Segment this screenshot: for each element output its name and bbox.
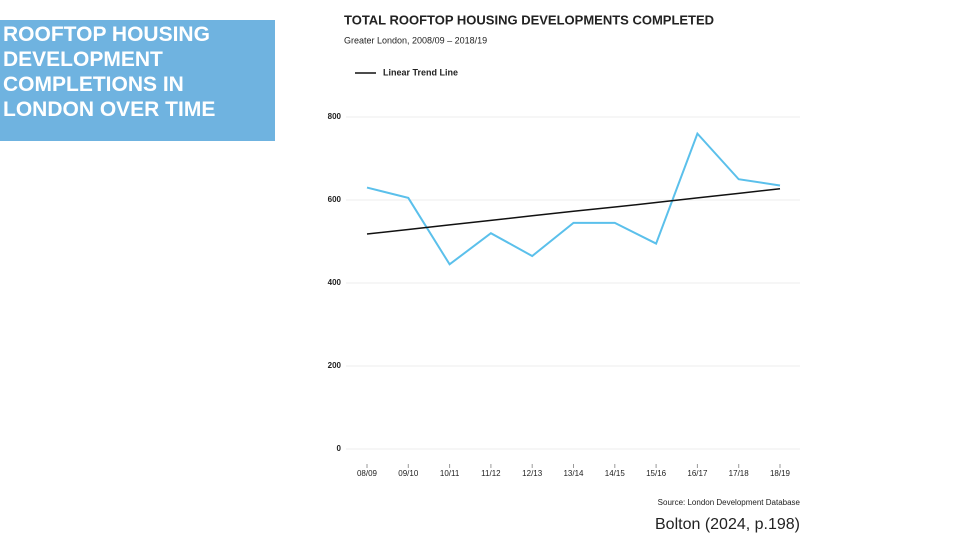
y-tick-label: 200 <box>328 361 342 370</box>
x-tick-label: 11/12 <box>481 469 501 478</box>
heading-line: LONDON OVER TIME <box>3 98 216 121</box>
x-tick-label: 17/18 <box>729 469 750 478</box>
y-tick-label: 400 <box>328 278 342 287</box>
heading-line: COMPLETIONS IN <box>3 73 184 96</box>
x-tick-label: 12/13 <box>522 469 543 478</box>
x-tick-label: 09/10 <box>398 469 419 478</box>
line-series <box>366 131 781 266</box>
legend-label: Linear Trend Line <box>383 67 458 77</box>
heading-line: ROOFTOP HOUSING <box>3 23 210 46</box>
citation: Bolton (2024, p.198) <box>655 516 800 533</box>
x-tick-label: 08/09 <box>357 469 378 478</box>
heading-line: DEVELOPMENT <box>3 48 163 71</box>
y-tick-label: 0 <box>337 444 342 453</box>
slide-heading: ROOFTOP HOUSING DEVELOPMENT COMPLETIONS … <box>0 20 275 141</box>
x-tick-label: 18/19 <box>770 469 791 478</box>
chart-subtitle: Greater London, 2008/09 – 2018/19 <box>344 35 487 45</box>
chart-title: TOTAL ROOFTOP HOUSING DEVELOPMENTS COMPL… <box>344 12 714 27</box>
y-tick-label: 600 <box>328 195 342 204</box>
x-tick-label: 10/11 <box>440 469 460 478</box>
x-tick-label: 15/16 <box>646 469 667 478</box>
x-tick-label: 14/15 <box>605 469 626 478</box>
x-tick-label: 13/14 <box>563 469 584 478</box>
line-series <box>366 188 781 235</box>
y-tick-label: 800 <box>328 112 342 121</box>
x-tick-label: 16/17 <box>687 469 708 478</box>
source: Source: London Development Database <box>658 498 801 507</box>
